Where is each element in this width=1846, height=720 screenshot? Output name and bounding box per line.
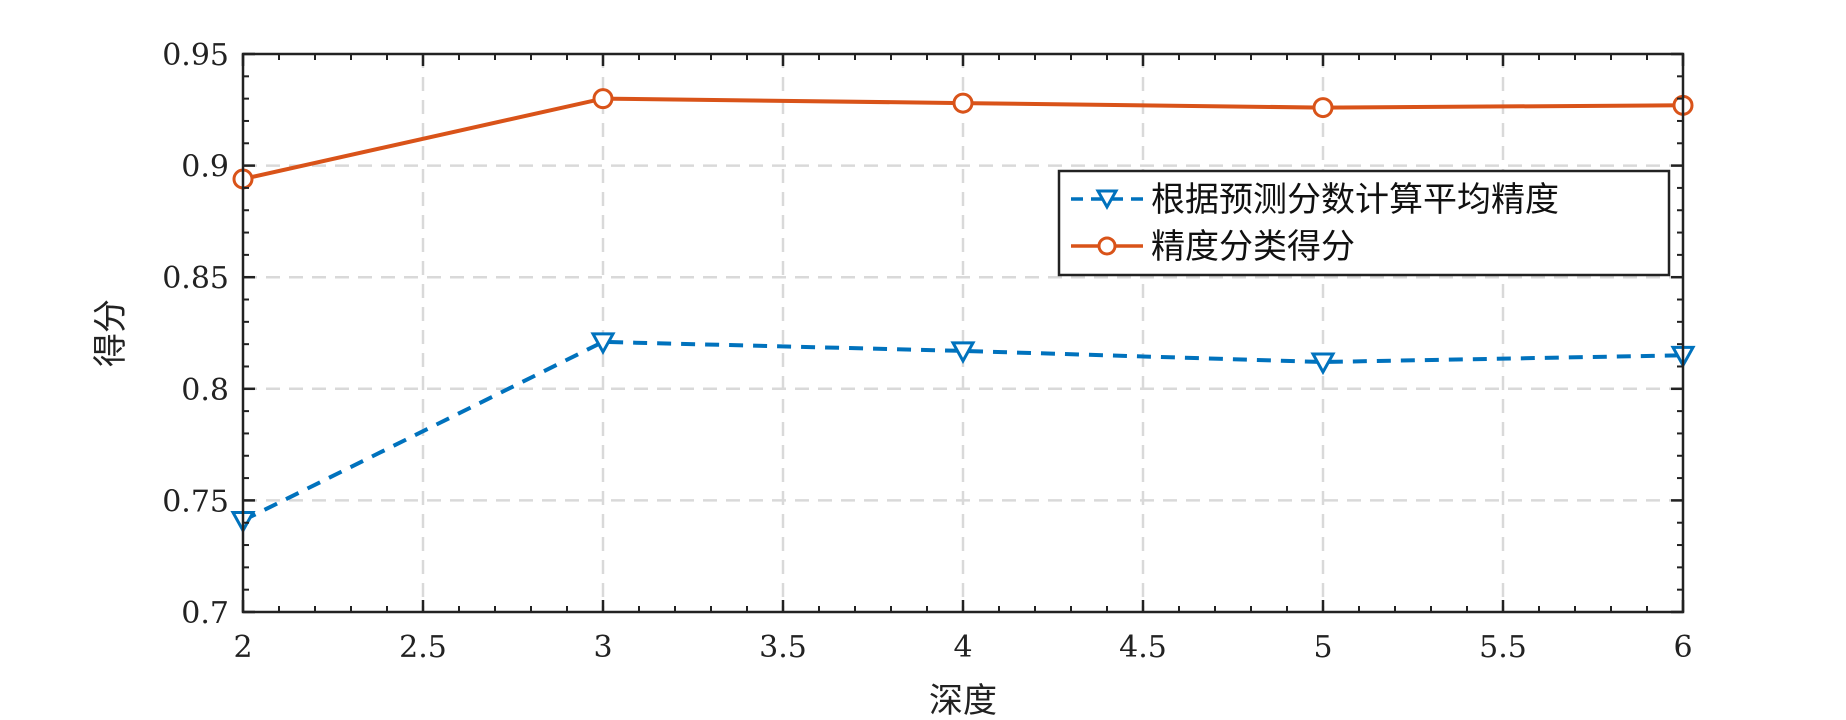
x-tick-label: 6 <box>1673 630 1692 665</box>
y-tick-label: 0.95 <box>162 38 229 73</box>
data-point-series-2 <box>592 88 614 110</box>
x-tick-label: 2.5 <box>399 630 447 665</box>
legend-label-series-2: 精度分类得分 <box>1151 227 1355 267</box>
series-layer <box>230 88 1696 534</box>
y-tick-label: 0.85 <box>162 261 229 296</box>
data-point-series-1 <box>1310 352 1336 376</box>
x-tick-label: 4.5 <box>1119 630 1167 665</box>
legend-box <box>1057 169 1671 277</box>
data-point-series-1 <box>950 341 976 364</box>
y-axis-label: 得分 <box>91 299 131 367</box>
x-tick-label: 4 <box>953 630 972 665</box>
legend: 根据预测分数计算平均精度 精度分类得分 <box>1057 169 1671 277</box>
x-tick-label: 5 <box>1313 630 1332 665</box>
x-tick-label: 2 <box>233 630 252 665</box>
data-point-series-2 <box>952 92 974 114</box>
data-point-series-2 <box>1312 97 1334 119</box>
y-tick-label: 0.8 <box>181 373 229 408</box>
series-line-1 <box>242 339 1684 523</box>
x-tick-label: 3.5 <box>759 630 807 665</box>
x-axis-label: 深度 <box>929 681 997 720</box>
y-tick-label: 0.9 <box>181 150 229 185</box>
x-tick-label: 3 <box>593 630 612 665</box>
ticks <box>241 52 1685 614</box>
legend-label-series-1: 根据预测分数计算平均精度 <box>1151 180 1559 220</box>
legend-marker-series-1 <box>1095 189 1119 211</box>
tick-labels: 2 2.5 3 3.5 4 4.5 5 5.5 6 0.7 0.75 0.8 0.85 0.9 0.95 <box>162 38 1692 665</box>
x-tick-label: 5.5 <box>1479 630 1527 665</box>
grid <box>243 54 1683 612</box>
y-tick-label: 0.75 <box>162 484 229 519</box>
legend-marker-series-2 <box>1097 236 1117 256</box>
y-tick-label: 0.7 <box>181 596 229 631</box>
data-point-series-1 <box>590 332 616 356</box>
